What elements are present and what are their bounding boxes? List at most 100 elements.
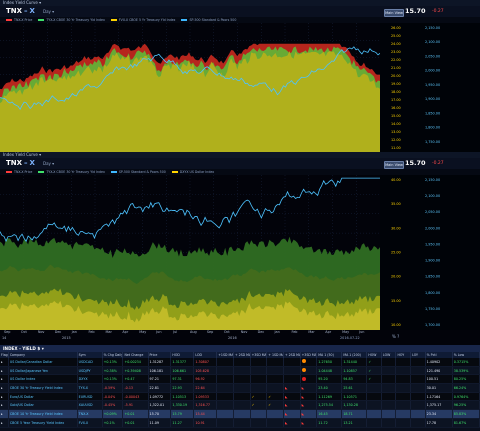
legend-item[interactable]: FVX-X CBOE 5 Yr Treasury Yld Index <box>110 18 175 22</box>
column-header[interactable]: MA 1 (200) <box>341 352 368 358</box>
red-dot-icon <box>301 376 306 381</box>
column-header[interactable]: +1SD MA <box>216 352 234 358</box>
ma-indicator-cell <box>300 358 318 367</box>
symbol-text[interactable]: TNX <box>6 159 23 167</box>
axis-area <box>380 23 480 161</box>
last-price: 15.70 <box>405 159 426 167</box>
column-header[interactable]: MA 1 (50) <box>316 352 343 358</box>
legend-item[interactable]: TYX-X CBOE 30 Yr Treasury Yld Index <box>38 170 105 174</box>
y-tick-label: 2,000.00 <box>425 226 440 230</box>
column-header[interactable]: LOW <box>381 352 397 358</box>
column-header[interactable]: HOD <box>170 352 195 358</box>
ma-indicator-cell <box>250 418 268 428</box>
y-tick-label: 25.00 <box>391 34 401 38</box>
hod-cell: 22.93 <box>170 383 195 393</box>
company-cell: CBOE 30 Yr Treasury Yield Index <box>8 383 78 393</box>
yield-chart-top[interactable]: 26.00 25.00 24.00 23.00 22.00 21.00 20.00 19.00… <box>0 23 480 161</box>
main-view-button[interactable]: Main View <box>384 9 404 17</box>
column-header[interactable]: +3SD MA <box>250 352 268 358</box>
ma50-cell: 1,275.54 <box>316 400 343 411</box>
legend-item[interactable]: TNX-X Price <box>6 170 32 174</box>
column-header[interactable]: % Low <box>452 352 480 358</box>
column-header[interactable]: + 1SD MA <box>266 352 284 358</box>
legend-label: SP-500 Standard & Poors 500 <box>118 170 166 174</box>
period-text[interactable]: Day <box>43 161 51 166</box>
legend-item[interactable]: SP-500 Standard & Poors 500 <box>181 18 236 22</box>
column-header[interactable]: + 2SD MA <box>233 352 251 358</box>
legend-item[interactable]: SP-500 Standard & Poors 500 <box>110 170 166 174</box>
ma50-cell: 11.72 <box>316 418 343 428</box>
x-tick-label: Nov <box>37 330 45 334</box>
table-row[interactable]: ▸ US Dollar/Japanese Yen USDJPY +0.38% +0.39… <box>0 366 480 376</box>
table-row[interactable]: ▸ Gold/US Dollar XAUUSD -0.45% -5.91 1,322.01… <box>0 400 480 411</box>
grid-title[interactable]: INDEX - YIELD $ ▾ <box>0 345 480 352</box>
column-header[interactable]: % Pctl <box>425 352 453 358</box>
ma50-cell: 16.45 <box>316 409 343 419</box>
red-arrow-icon: ◣ <box>283 409 301 419</box>
top-chart-panel: Index Yield Curve ▾ TNX – X Day ▾ Main Vie… <box>0 0 480 174</box>
column-header[interactable]: Price <box>148 352 172 358</box>
ma-indicator-cell <box>216 374 234 385</box>
ma-indicator-cell <box>233 358 251 367</box>
red-arrow-icon: ◣ <box>283 418 301 428</box>
column-header[interactable]: +3SD MA <box>300 352 318 358</box>
column-header[interactable]: Net Change <box>122 352 149 358</box>
period-selector[interactable]: Day ▾ <box>43 161 55 166</box>
table-row[interactable]: ▸ CBOE 10 Yr Treasury Yield Index TNX-X +0.… <box>0 409 480 419</box>
how-cell: ✓ <box>366 366 382 376</box>
symbol-entry[interactable]: TNX – X <box>6 159 35 167</box>
check-icon: ✓ <box>266 400 284 411</box>
legend-item[interactable]: TYX-X CBOE 30 Yr Treasury Yld Index <box>38 18 105 22</box>
yield-chart-bottom[interactable]: 40.00 35.00 30.00 25.00 20.00 15.00 10.00 2,150… <box>0 175 480 330</box>
panel-title: Index Yield Curve ▾ <box>0 0 480 6</box>
hod-cell: 1,330.19 <box>170 400 195 411</box>
main-view-button[interactable]: Main View <box>384 161 404 169</box>
period-text[interactable]: Day <box>43 9 51 14</box>
column-header[interactable]: HOY <box>395 352 412 358</box>
legend-item[interactable]: TNX-X Price <box>6 18 32 22</box>
legend-item[interactable]: DXYX US Dollar Index <box>171 170 214 174</box>
ma200-cell: 18.71 <box>341 409 368 419</box>
y-tick-label: 26.00 <box>391 26 401 30</box>
ma200-cell: 1.10571 <box>341 392 368 402</box>
ma-indicator-cell <box>233 409 251 419</box>
pct-change-cell: +0.13% <box>102 374 124 385</box>
symbol-cell: TYX-X <box>77 383 103 393</box>
x-tick-label: Aug <box>190 330 197 334</box>
column-header[interactable]: Company <box>8 352 78 358</box>
table-row[interactable]: ▸ US Dollar Index DXYX +0.13% +0.47 97.21 97.3… <box>0 374 480 385</box>
y-tick-label: 2,100.00 <box>425 194 440 198</box>
zoom-control[interactable]: % ? <box>392 334 400 339</box>
y-tick-label: 1,850.00 <box>425 275 440 279</box>
how-cell <box>366 392 382 402</box>
symbol-header: TNX – X Day ▾ Main View 15.70 -0.27 <box>0 158 480 169</box>
table-row[interactable]: ▸ CBOE 5 Year Treasury Yield Index FVX-X +0… <box>0 418 480 428</box>
table-row[interactable]: ▸ CBOE 30 Yr Treasury Yield Index TYX-X -0.… <box>0 383 480 393</box>
pctl-cell: 121.490 <box>425 366 453 376</box>
symbol-entry[interactable]: TNX – X <box>6 7 35 15</box>
empty-cell <box>410 374 426 385</box>
symbol-text[interactable]: TNX <box>6 7 23 15</box>
ma50-cell: 1.04448 <box>316 366 343 376</box>
series-line-sp500 <box>0 177 380 243</box>
column-header[interactable]: % Chg Daily <box>102 352 124 358</box>
ma-indicator-cell <box>250 358 268 367</box>
year-label: 2016 <box>228 336 237 340</box>
table-row[interactable]: ▸ Euro/US Dollar EURUSD -0.04% -0.00043 1.097… <box>0 392 480 402</box>
column-header[interactable]: + 2SD MA <box>283 352 301 358</box>
legend-label: TNX-X Price <box>14 18 33 22</box>
empty-cell <box>410 418 426 428</box>
column-header[interactable]: Flag <box>0 352 9 358</box>
column-header[interactable]: Sym <box>77 352 103 358</box>
column-header[interactable]: LOD <box>193 352 218 358</box>
y-tick-label: 10.00 <box>391 323 401 327</box>
table-row[interactable]: ▸ US Dollar/Canadian Dollar USDCAD +0.13% +0… <box>0 358 480 367</box>
period-selector[interactable]: Day ▾ <box>43 9 55 14</box>
row-flag: ▸ <box>0 358 9 367</box>
y-tick-label: 14.00 <box>391 122 401 126</box>
column-header[interactable]: HOW <box>366 352 382 358</box>
ma-indicator-cell <box>266 418 284 428</box>
hod-cell: 97.31 <box>170 374 195 385</box>
ma-indicator-cell <box>233 418 251 428</box>
column-header[interactable]: LOY <box>410 352 426 358</box>
